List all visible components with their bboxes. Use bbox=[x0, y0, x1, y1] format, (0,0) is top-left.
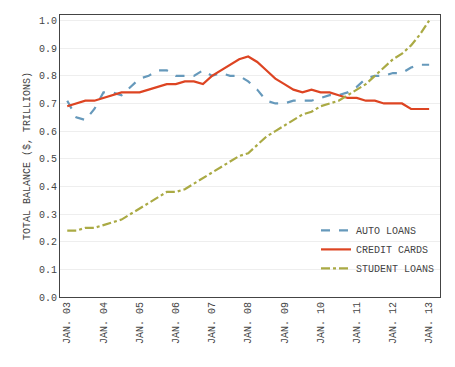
svg-text:JAN. 06: JAN. 06 bbox=[171, 302, 182, 344]
svg-text:CREDIT CARDS: CREDIT CARDS bbox=[356, 245, 428, 256]
svg-text:JAN. 09: JAN. 09 bbox=[280, 302, 291, 344]
svg-text:JAN. 07: JAN. 07 bbox=[207, 302, 218, 344]
svg-text:JAN. 12: JAN. 12 bbox=[388, 302, 399, 344]
svg-text:0.7: 0.7 bbox=[39, 99, 57, 110]
svg-text:JAN. 11: JAN. 11 bbox=[352, 302, 363, 344]
svg-text:AUTO LOANS: AUTO LOANS bbox=[356, 226, 416, 237]
svg-text:JAN. 05: JAN. 05 bbox=[135, 302, 146, 344]
svg-text:0.8: 0.8 bbox=[39, 71, 57, 82]
svg-text:JAN. 10: JAN. 10 bbox=[316, 302, 327, 344]
svg-text:JAN. 08: JAN. 08 bbox=[243, 302, 254, 344]
svg-text:0.5: 0.5 bbox=[39, 154, 57, 165]
svg-text:JAN. 03: JAN. 03 bbox=[62, 302, 73, 344]
svg-text:0.9: 0.9 bbox=[39, 44, 57, 55]
svg-text:JAN. 13: JAN. 13 bbox=[424, 302, 435, 344]
svg-text:0.6: 0.6 bbox=[39, 127, 57, 138]
svg-text:0.0: 0.0 bbox=[39, 293, 57, 304]
svg-text:0.3: 0.3 bbox=[39, 210, 57, 221]
svg-text:0.2: 0.2 bbox=[39, 237, 57, 248]
svg-text:JAN. 04: JAN. 04 bbox=[99, 302, 110, 344]
svg-text:0.1: 0.1 bbox=[39, 265, 57, 276]
svg-text:STUDENT LOANS: STUDENT LOANS bbox=[356, 264, 434, 275]
svg-text:1.0: 1.0 bbox=[39, 16, 57, 27]
svg-text:0.4: 0.4 bbox=[39, 182, 57, 193]
svg-text:TOTAL BALANCE ($, TRILLIONS): TOTAL BALANCE ($, TRILLIONS) bbox=[22, 72, 33, 240]
